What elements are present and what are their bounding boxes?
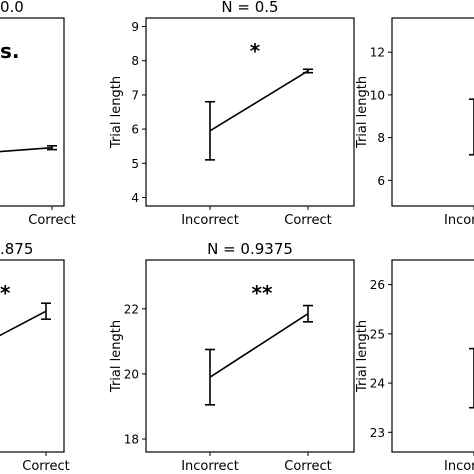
significance-annotation: * bbox=[250, 39, 261, 63]
y-tick-label: 18 bbox=[124, 432, 139, 446]
series-line bbox=[209, 70, 309, 132]
significance-annotation: ** bbox=[252, 281, 273, 305]
plot-frame bbox=[145, 17, 355, 207]
x-tick-label: Incor bbox=[444, 459, 474, 474]
y-tick-label: 20 bbox=[124, 367, 139, 381]
y-tick-label: 12 bbox=[370, 46, 385, 60]
y-axis-label: Trial length bbox=[355, 320, 370, 393]
plot-frame bbox=[391, 17, 474, 207]
series-line bbox=[0, 146, 53, 153]
x-tick-label: Correct bbox=[28, 213, 75, 228]
x-tick-label: Correct bbox=[22, 459, 69, 474]
x-tick-label: Incor bbox=[444, 213, 474, 228]
y-tick-label: 10 bbox=[370, 88, 385, 102]
y-tick-label: 8 bbox=[131, 54, 139, 68]
x-tick-label: Correct bbox=[284, 459, 331, 474]
y-tick-label: 6 bbox=[377, 174, 385, 188]
y-tick-label: 6 bbox=[131, 123, 139, 137]
y-tick-label: 24 bbox=[370, 377, 385, 391]
y-tick-label: 4 bbox=[131, 191, 139, 205]
y-tick-label: 22 bbox=[124, 302, 139, 316]
y-tick-label: 9 bbox=[131, 20, 139, 34]
series-line bbox=[0, 310, 47, 337]
chart-panel-4: .875 Correct * bbox=[0, 240, 70, 474]
y-tick-label: 23 bbox=[370, 426, 385, 440]
y-tick-label: 25 bbox=[370, 327, 385, 341]
chart-title: .875 bbox=[0, 240, 33, 258]
series-line bbox=[209, 313, 309, 378]
plot-frame bbox=[0, 259, 65, 453]
chart-panel-1: 0.0 Correct s. bbox=[0, 0, 76, 228]
chart-title: N = 0.5 bbox=[221, 0, 278, 16]
x-tick-label: Correct bbox=[284, 213, 331, 228]
y-tick-label: 26 bbox=[370, 278, 385, 292]
x-tick-label: Incorrect bbox=[181, 213, 239, 228]
plot-frame bbox=[145, 259, 355, 453]
significance-annotation: s. bbox=[0, 39, 20, 63]
chart-title: 0.0 bbox=[0, 0, 24, 16]
chart-panel-2: N = 0.5 4 5 6 7 8 9 Trial length Incorrect Correc… bbox=[109, 0, 355, 228]
significance-annotation: * bbox=[0, 281, 11, 305]
y-tick-label: 5 bbox=[131, 157, 139, 171]
y-tick-label: 7 bbox=[131, 88, 139, 102]
y-axis-label: Trial length bbox=[109, 76, 124, 149]
plot-frame bbox=[391, 259, 474, 453]
plot-frame bbox=[0, 17, 65, 207]
y-axis-label: Trial length bbox=[355, 76, 370, 149]
chart-panel-3: 6 8 10 12 Trial length Incor bbox=[355, 17, 474, 228]
x-tick-label: Incorrect bbox=[181, 459, 239, 474]
y-axis-label: Trial length bbox=[109, 320, 124, 393]
chart-title: N = 0.9375 bbox=[207, 240, 293, 258]
y-tick-label: 8 bbox=[377, 131, 385, 145]
